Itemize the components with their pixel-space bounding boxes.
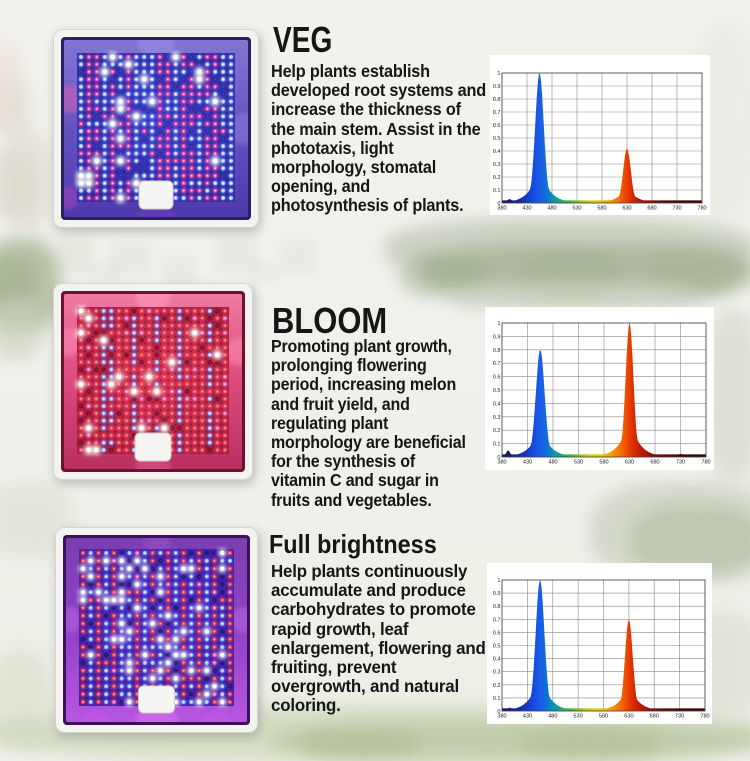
svg-text:430: 430: [523, 460, 532, 466]
svg-text:0.5: 0.5: [493, 136, 501, 142]
svg-text:480: 480: [548, 460, 557, 466]
svg-text:630: 630: [625, 460, 634, 466]
svg-text:0.6: 0.6: [493, 630, 501, 636]
svg-text:630: 630: [624, 714, 633, 720]
svg-text:0.7: 0.7: [493, 617, 501, 623]
svg-text:0.1: 0.1: [493, 188, 501, 194]
svg-text:0.2: 0.2: [493, 428, 501, 434]
svg-text:580: 580: [599, 714, 608, 720]
svg-text:630: 630: [622, 206, 631, 212]
svg-text:380: 380: [497, 460, 506, 466]
svg-text:430: 430: [523, 714, 532, 720]
svg-text:0.5: 0.5: [493, 388, 501, 394]
svg-text:0.2: 0.2: [493, 683, 501, 689]
svg-text:0.3: 0.3: [493, 162, 501, 168]
svg-text:0: 0: [497, 201, 500, 207]
svg-text:0.6: 0.6: [493, 375, 501, 381]
svg-text:0.4: 0.4: [493, 401, 501, 407]
svg-text:0.2: 0.2: [493, 175, 501, 181]
svg-text:0.6: 0.6: [493, 123, 501, 129]
svg-text:1: 1: [497, 71, 500, 77]
svg-text:0: 0: [497, 709, 500, 715]
svg-text:580: 580: [599, 460, 608, 466]
svg-text:780: 780: [697, 206, 706, 212]
svg-text:680: 680: [647, 206, 656, 212]
svg-text:0.7: 0.7: [493, 361, 501, 367]
svg-text:580: 580: [597, 206, 606, 212]
svg-text:730: 730: [676, 460, 685, 466]
svg-text:1: 1: [497, 321, 500, 327]
svg-text:0.1: 0.1: [493, 442, 501, 448]
svg-text:0.9: 0.9: [493, 334, 501, 340]
svg-text:0: 0: [497, 455, 500, 461]
svg-text:680: 680: [650, 460, 659, 466]
svg-text:730: 730: [675, 714, 684, 720]
svg-text:780: 780: [701, 460, 710, 466]
svg-text:0.8: 0.8: [493, 604, 501, 610]
svg-text:0.8: 0.8: [493, 97, 501, 103]
svg-text:480: 480: [547, 206, 556, 212]
svg-text:530: 530: [574, 460, 583, 466]
svg-text:380: 380: [497, 206, 506, 212]
svg-text:0.4: 0.4: [493, 657, 501, 663]
svg-text:0.1: 0.1: [493, 696, 501, 702]
svg-text:780: 780: [700, 714, 709, 720]
svg-text:730: 730: [672, 206, 681, 212]
svg-text:0.8: 0.8: [493, 348, 501, 354]
svg-text:430: 430: [522, 206, 531, 212]
svg-text:0.3: 0.3: [493, 415, 501, 421]
svg-text:0.5: 0.5: [493, 644, 501, 650]
svg-text:380: 380: [497, 714, 506, 720]
svg-text:0.4: 0.4: [493, 149, 501, 155]
svg-text:0.3: 0.3: [493, 670, 501, 676]
svg-text:0.9: 0.9: [493, 591, 501, 597]
svg-text:0.9: 0.9: [493, 84, 501, 90]
svg-text:1: 1: [497, 578, 500, 584]
svg-text:530: 530: [573, 714, 582, 720]
svg-text:680: 680: [650, 714, 659, 720]
svg-text:480: 480: [548, 714, 557, 720]
svg-text:530: 530: [572, 206, 581, 212]
svg-text:0.7: 0.7: [493, 110, 501, 116]
